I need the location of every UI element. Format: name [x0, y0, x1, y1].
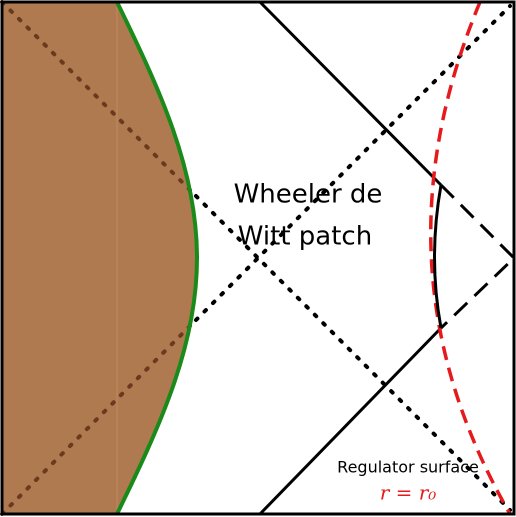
null-line — [258, 326, 443, 516]
regulator-label: Regulator surface — [337, 458, 479, 477]
dotted-diagonal — [0, 0, 192, 192]
regulator-segment — [433, 184, 443, 329]
region-label: Wheeler de — [234, 180, 383, 210]
dashed-null-line — [439, 183, 516, 330]
region-label: Witt patch — [238, 222, 372, 252]
dotted-diagonal — [0, 324, 192, 516]
boundary-curve — [115, 1, 200, 515]
cutoff-label: r = r₀ — [380, 481, 437, 505]
regulator-surface — [429, 1, 512, 515]
dotted-diagonal — [194, 4, 512, 322]
excised-region — [2, 2, 197, 514]
dotted-diagonal — [194, 194, 512, 512]
null-line — [258, 0, 443, 187]
